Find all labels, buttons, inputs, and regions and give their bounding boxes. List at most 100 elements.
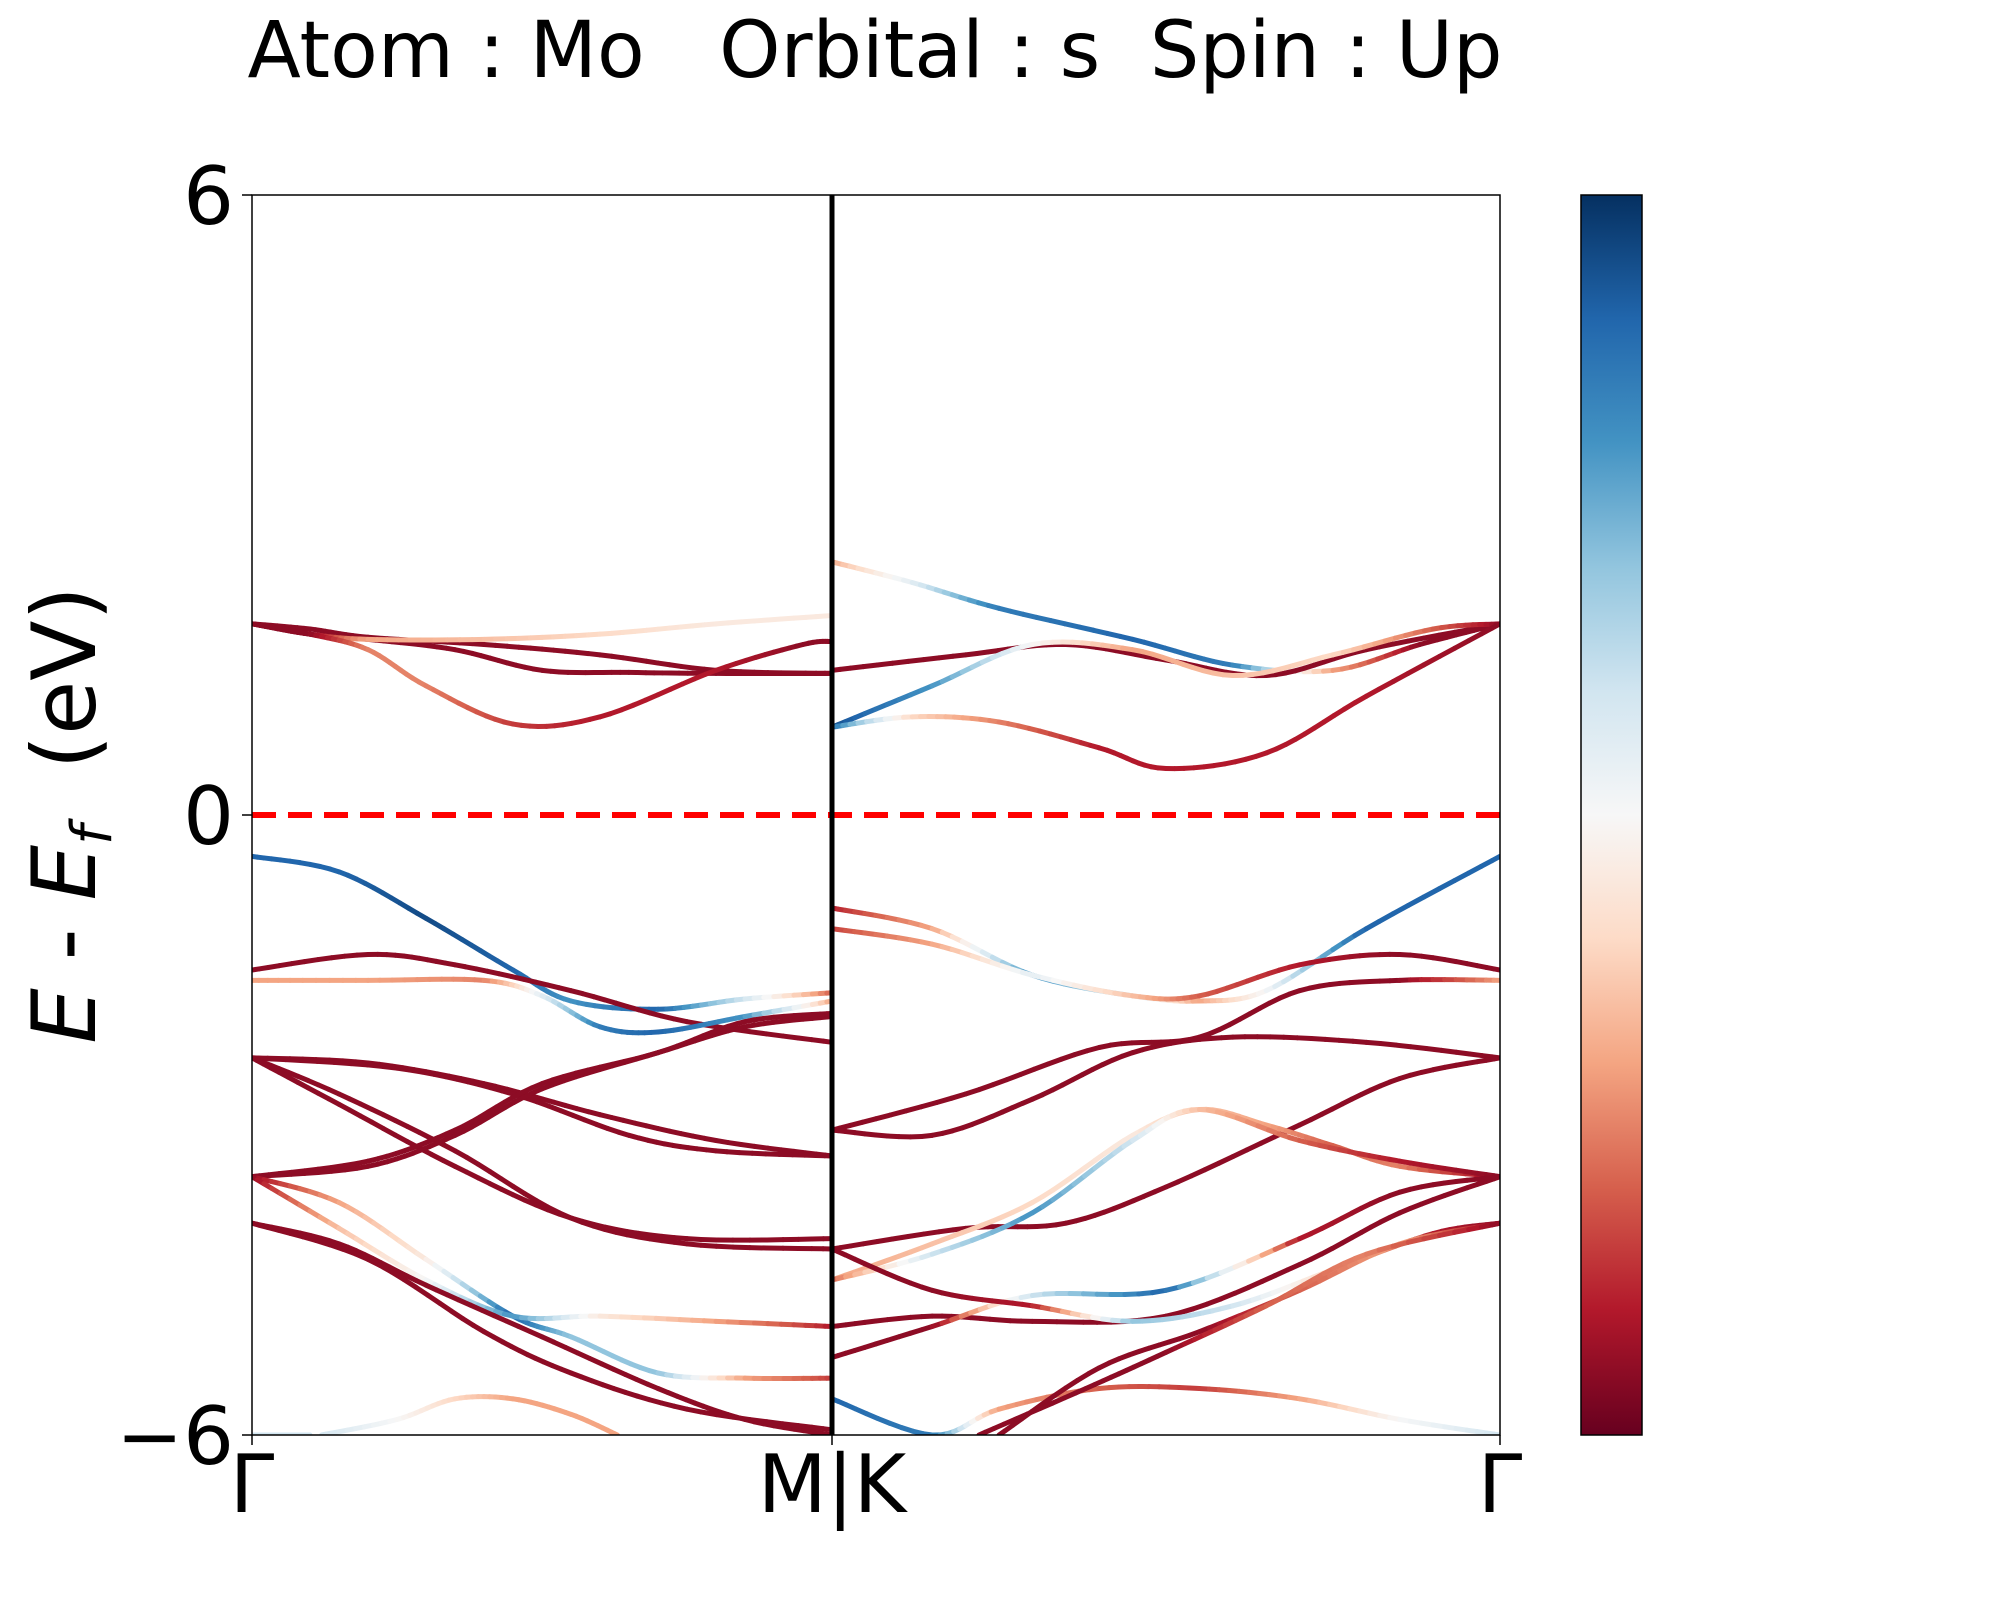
band-35-piece (1489, 1220, 1500, 1228)
band-25-piece (887, 1108, 909, 1118)
band-22-piece (1405, 662, 1427, 676)
band-25-piece (918, 1099, 940, 1110)
band-24-piece (1491, 966, 1500, 973)
band-6 (252, 976, 835, 1036)
band-22-piece (1390, 670, 1411, 685)
band-20-piece (1405, 635, 1427, 644)
band-31-piece (1491, 1174, 1500, 1180)
band-25-piece (903, 1104, 924, 1114)
band-30 (829, 1174, 1500, 1329)
band-23-piece (1421, 886, 1442, 900)
band-35-piece (1436, 1229, 1458, 1238)
band-26 (829, 1034, 1500, 1140)
bands-gamma-m (252, 613, 835, 1435)
band-20-piece (905, 657, 927, 664)
band-27-piece (1258, 1134, 1277, 1146)
x-tick-label-m-k: M|K (758, 1438, 909, 1532)
band-19 (829, 559, 1500, 675)
band-20-piece (890, 658, 911, 666)
y-axis-label: E - Ef (eV) (13, 586, 125, 1044)
band-5-piece (764, 1031, 786, 1039)
band-27-piece (921, 1229, 942, 1237)
band-16 (252, 1220, 835, 1433)
band-9-piece (698, 1242, 719, 1249)
band-16-piece (730, 1414, 753, 1423)
band-9-piece (730, 1244, 753, 1251)
band-22-piece (1421, 653, 1442, 668)
band-13 (252, 1174, 835, 1382)
band-16-piece (698, 1409, 719, 1418)
band-22-piece (1436, 645, 1458, 659)
band-16-piece (747, 1417, 770, 1425)
band-35-piece (1421, 1232, 1442, 1242)
band-12 (252, 1010, 835, 1180)
band-8 (252, 1055, 835, 1159)
x-axis-ticks (251, 1435, 1501, 1445)
band-16-piece (764, 1419, 786, 1427)
band-9 (252, 1055, 835, 1252)
band-23-piece (1452, 870, 1472, 884)
band-22-piece (1489, 621, 1500, 631)
band-35 (976, 1220, 1500, 1435)
colorbar (1580, 194, 1643, 1436)
band-9-piece (713, 1243, 736, 1250)
band-20-piece (1390, 638, 1411, 647)
band-8-piece (314, 1058, 337, 1065)
band-27-piece (1230, 1147, 1250, 1160)
y-tick-label-top: 6 (183, 150, 234, 243)
band-27-piece (1491, 1055, 1500, 1062)
band-17 (319, 1394, 620, 1435)
y-axis-label-dash: - (13, 900, 116, 988)
band-26-piece (1408, 1044, 1429, 1052)
band-5-piece (780, 1033, 801, 1041)
band-25-piece (934, 1095, 955, 1105)
band-23-piece (1489, 853, 1500, 864)
band-8-piece (331, 1059, 354, 1067)
band-14 (252, 1174, 835, 1329)
x-tick-label-gamma-end: Γ (1478, 1438, 1523, 1531)
y-tick-label-bottom: −6 (116, 1390, 234, 1483)
band-3 (252, 621, 835, 729)
band-23-piece (1376, 911, 1396, 925)
band-27-piece (1216, 1154, 1236, 1166)
band-26-piece (1423, 1046, 1445, 1053)
band-4 (252, 853, 835, 1012)
band-25 (829, 977, 1500, 1133)
band-27-piece (905, 1231, 927, 1239)
band-16-piece (780, 1421, 801, 1429)
band-22-piece (1452, 638, 1472, 651)
band-25-piece (873, 1112, 893, 1122)
band-8-piece (348, 1061, 371, 1068)
band-8-piece (365, 1062, 386, 1069)
band-20-piece (1436, 629, 1458, 638)
band-29 (829, 1107, 1500, 1283)
band-20-piece (921, 655, 942, 663)
band-26-piece (1392, 1042, 1414, 1050)
band-23-piece (1405, 894, 1427, 908)
band-20-piece (874, 660, 896, 668)
x-tick-label-gamma-start: Γ (230, 1438, 275, 1531)
band-35-piece (1405, 1236, 1427, 1245)
band-22 (829, 621, 1500, 772)
band-24 (829, 926, 1500, 1002)
band-27-piece (1202, 1160, 1222, 1173)
band-27-piece (874, 1236, 896, 1244)
y-axis-ticks (242, 194, 252, 1436)
y-axis-label-e2: E (13, 844, 116, 900)
band-10 (252, 1055, 835, 1243)
band-23-piece (1436, 878, 1458, 892)
y-axis-label-e1: E (13, 988, 116, 1044)
band-5-piece (747, 1029, 770, 1037)
band-22-piece (1376, 679, 1396, 692)
band-8-piece (283, 1057, 304, 1063)
band-27-piece (890, 1233, 911, 1242)
band-16-piece (713, 1412, 736, 1420)
chart-title: Atom : Mo Orbital : s Spin : Up (248, 6, 1503, 96)
y-tick-label-zero: 0 (183, 770, 234, 863)
band-35-piece (1390, 1239, 1411, 1249)
band-23-piece (1390, 902, 1411, 917)
bands-k-gamma (829, 559, 1500, 1435)
band-8-piece (298, 1057, 320, 1064)
band-20-piece (1421, 632, 1442, 641)
